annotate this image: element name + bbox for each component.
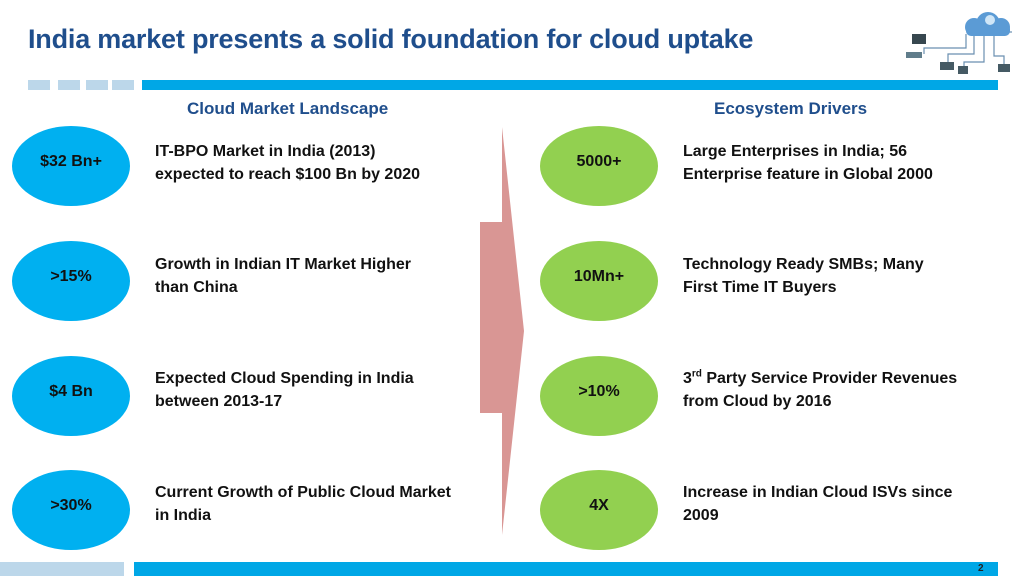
header-square — [112, 80, 134, 90]
header-bar — [142, 80, 998, 90]
stat-bubble: >30% — [12, 470, 130, 550]
driver-bubble: 5000+ — [540, 126, 658, 206]
driver-description: Large Enterprises in India; 56 Enterprise… — [683, 143, 933, 183]
header-square — [86, 80, 108, 90]
page-number: 2 — [978, 563, 984, 574]
stat-description: Expected Cloud Spending in India between … — [155, 370, 414, 410]
stat-bubble: $4 Bn — [12, 356, 130, 436]
header-square — [58, 80, 80, 90]
driver-bubble: 4X — [540, 470, 658, 550]
stat-description: Growth in Indian IT Market Higher than Ch… — [155, 256, 412, 296]
footer-bar-left — [0, 562, 124, 576]
stat-bubble: >15% — [12, 241, 130, 321]
left-column-heading: Cloud Market Landscape — [187, 99, 389, 118]
driver-description: Technology Ready SMBs; Many First Time IT… — [683, 256, 924, 296]
driver-description: Increase in Indian Cloud ISVs since 2009 — [683, 484, 953, 524]
stat-description: Current Growth of Public Cloud Market in … — [155, 484, 452, 524]
driver-description: 3rd Party Service Provider Revenues from… — [683, 368, 958, 410]
slide-title: India market presents a solid foundation… — [28, 24, 754, 54]
header-square — [28, 80, 50, 90]
right-column-heading: Ecosystem Drivers — [714, 99, 868, 118]
driver-bubble: 10Mn+ — [540, 241, 658, 321]
right-arrow-icon — [480, 127, 524, 535]
cloud-network-icon — [906, 12, 1012, 74]
stat-bubble: $32 Bn+ — [12, 126, 130, 206]
stat-description: IT-BPO Market in India (2013) expected to… — [155, 143, 421, 183]
footer-bar — [134, 562, 998, 576]
driver-bubble: >10% — [540, 356, 658, 436]
